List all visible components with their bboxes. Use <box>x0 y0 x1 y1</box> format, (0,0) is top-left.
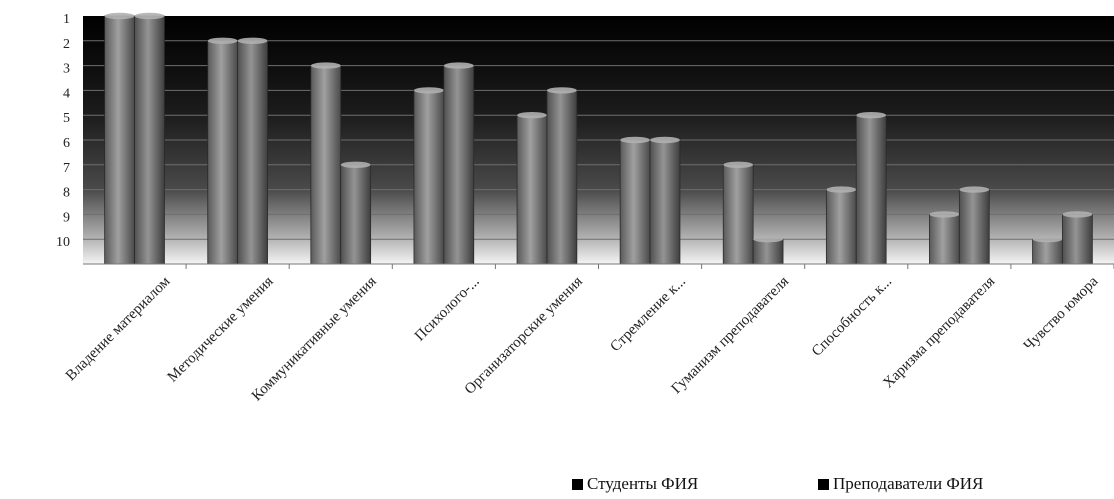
bar-students <box>722 164 754 265</box>
legend-label-teachers: Преподаватели ФИЯ <box>833 474 984 493</box>
y-tick-label: 3 <box>63 62 70 77</box>
bar-top-teachers <box>1062 211 1093 218</box>
bar-teachers <box>340 164 372 265</box>
bar-top-teachers <box>237 37 268 44</box>
bar-students <box>1032 238 1063 265</box>
x-category-label: Стремление к... <box>607 274 689 356</box>
bar-top-teachers <box>959 186 990 193</box>
bar-top-students <box>620 136 651 144</box>
y-tick-label: 6 <box>63 136 70 151</box>
bar-top-teachers <box>650 136 680 144</box>
legend-item-teachers: Преподаватели ФИЯ <box>818 474 983 494</box>
bar-teachers <box>237 40 268 265</box>
y-tick-label: 2 <box>63 37 70 52</box>
bar-teachers <box>649 139 681 265</box>
bar-students <box>413 90 445 265</box>
bar-top-teachers <box>753 236 784 243</box>
bar-teachers <box>546 90 578 265</box>
bar-students <box>207 40 239 265</box>
bar-top-teachers <box>856 112 887 119</box>
x-category-label: Харизма преподавателя <box>880 273 998 391</box>
y-tick-label: 8 <box>63 186 70 201</box>
bar-top-students <box>929 211 960 218</box>
bar-top-teachers <box>340 161 371 168</box>
bar-top-students <box>413 87 444 94</box>
x-category-label: Методические умения <box>165 273 277 385</box>
legend-swatch-students <box>572 478 583 490</box>
bar-top-students <box>1032 236 1063 243</box>
y-tick-label: 4 <box>63 86 70 101</box>
y-tick-label: 1 <box>63 12 70 27</box>
bar-teachers <box>958 189 990 265</box>
y-tick-label: 9 <box>63 210 70 225</box>
bar-top-students <box>310 62 341 69</box>
x-category-label: Психолого-... <box>412 274 483 345</box>
y-tick-label: 10 <box>56 235 70 250</box>
bar-top-students <box>826 186 857 193</box>
bar-students <box>619 139 651 265</box>
bar-students <box>825 189 857 265</box>
bar-students <box>310 65 342 265</box>
bar-students <box>104 15 135 265</box>
bar-students <box>929 213 960 265</box>
bar-teachers <box>1062 213 1093 265</box>
y-tick-label: 7 <box>63 161 70 176</box>
legend: Студенты ФИЯ Преподаватели ФИЯ <box>0 474 1114 498</box>
y-axis-ticks: 1 2 3 4 5 6 7 8 9 10 <box>56 12 70 250</box>
bar-teachers <box>134 15 165 265</box>
bar-teachers <box>855 114 887 265</box>
x-axis-ticks <box>185 264 1114 269</box>
x-category-label: Чувство юмора <box>1021 273 1102 354</box>
bar-top-teachers <box>134 12 165 20</box>
bar-top-students <box>207 37 238 44</box>
x-category-label: Гуманизм преподавателя <box>668 273 792 397</box>
bar-teachers <box>752 238 784 265</box>
bar-top-students <box>723 161 754 168</box>
bar-top-teachers <box>443 62 474 69</box>
x-category-label: Коммуникативные умения <box>249 273 380 404</box>
x-category-label: Способность к... <box>809 274 895 360</box>
x-category-label: Организаторские умения <box>462 273 586 397</box>
legend-item-students: Студенты ФИЯ <box>572 474 698 494</box>
legend-swatch-teachers <box>818 478 829 490</box>
x-category-label: Владение материалом <box>63 273 174 384</box>
bar-top-teachers <box>546 87 577 94</box>
bar-top-students <box>517 112 547 119</box>
y-tick-label: 5 <box>63 111 70 126</box>
legend-label-students: Студенты ФИЯ <box>587 474 699 493</box>
bar-teachers <box>443 65 475 265</box>
bar-top-students <box>104 12 135 20</box>
bar-students <box>516 114 548 265</box>
bars <box>104 12 1093 265</box>
